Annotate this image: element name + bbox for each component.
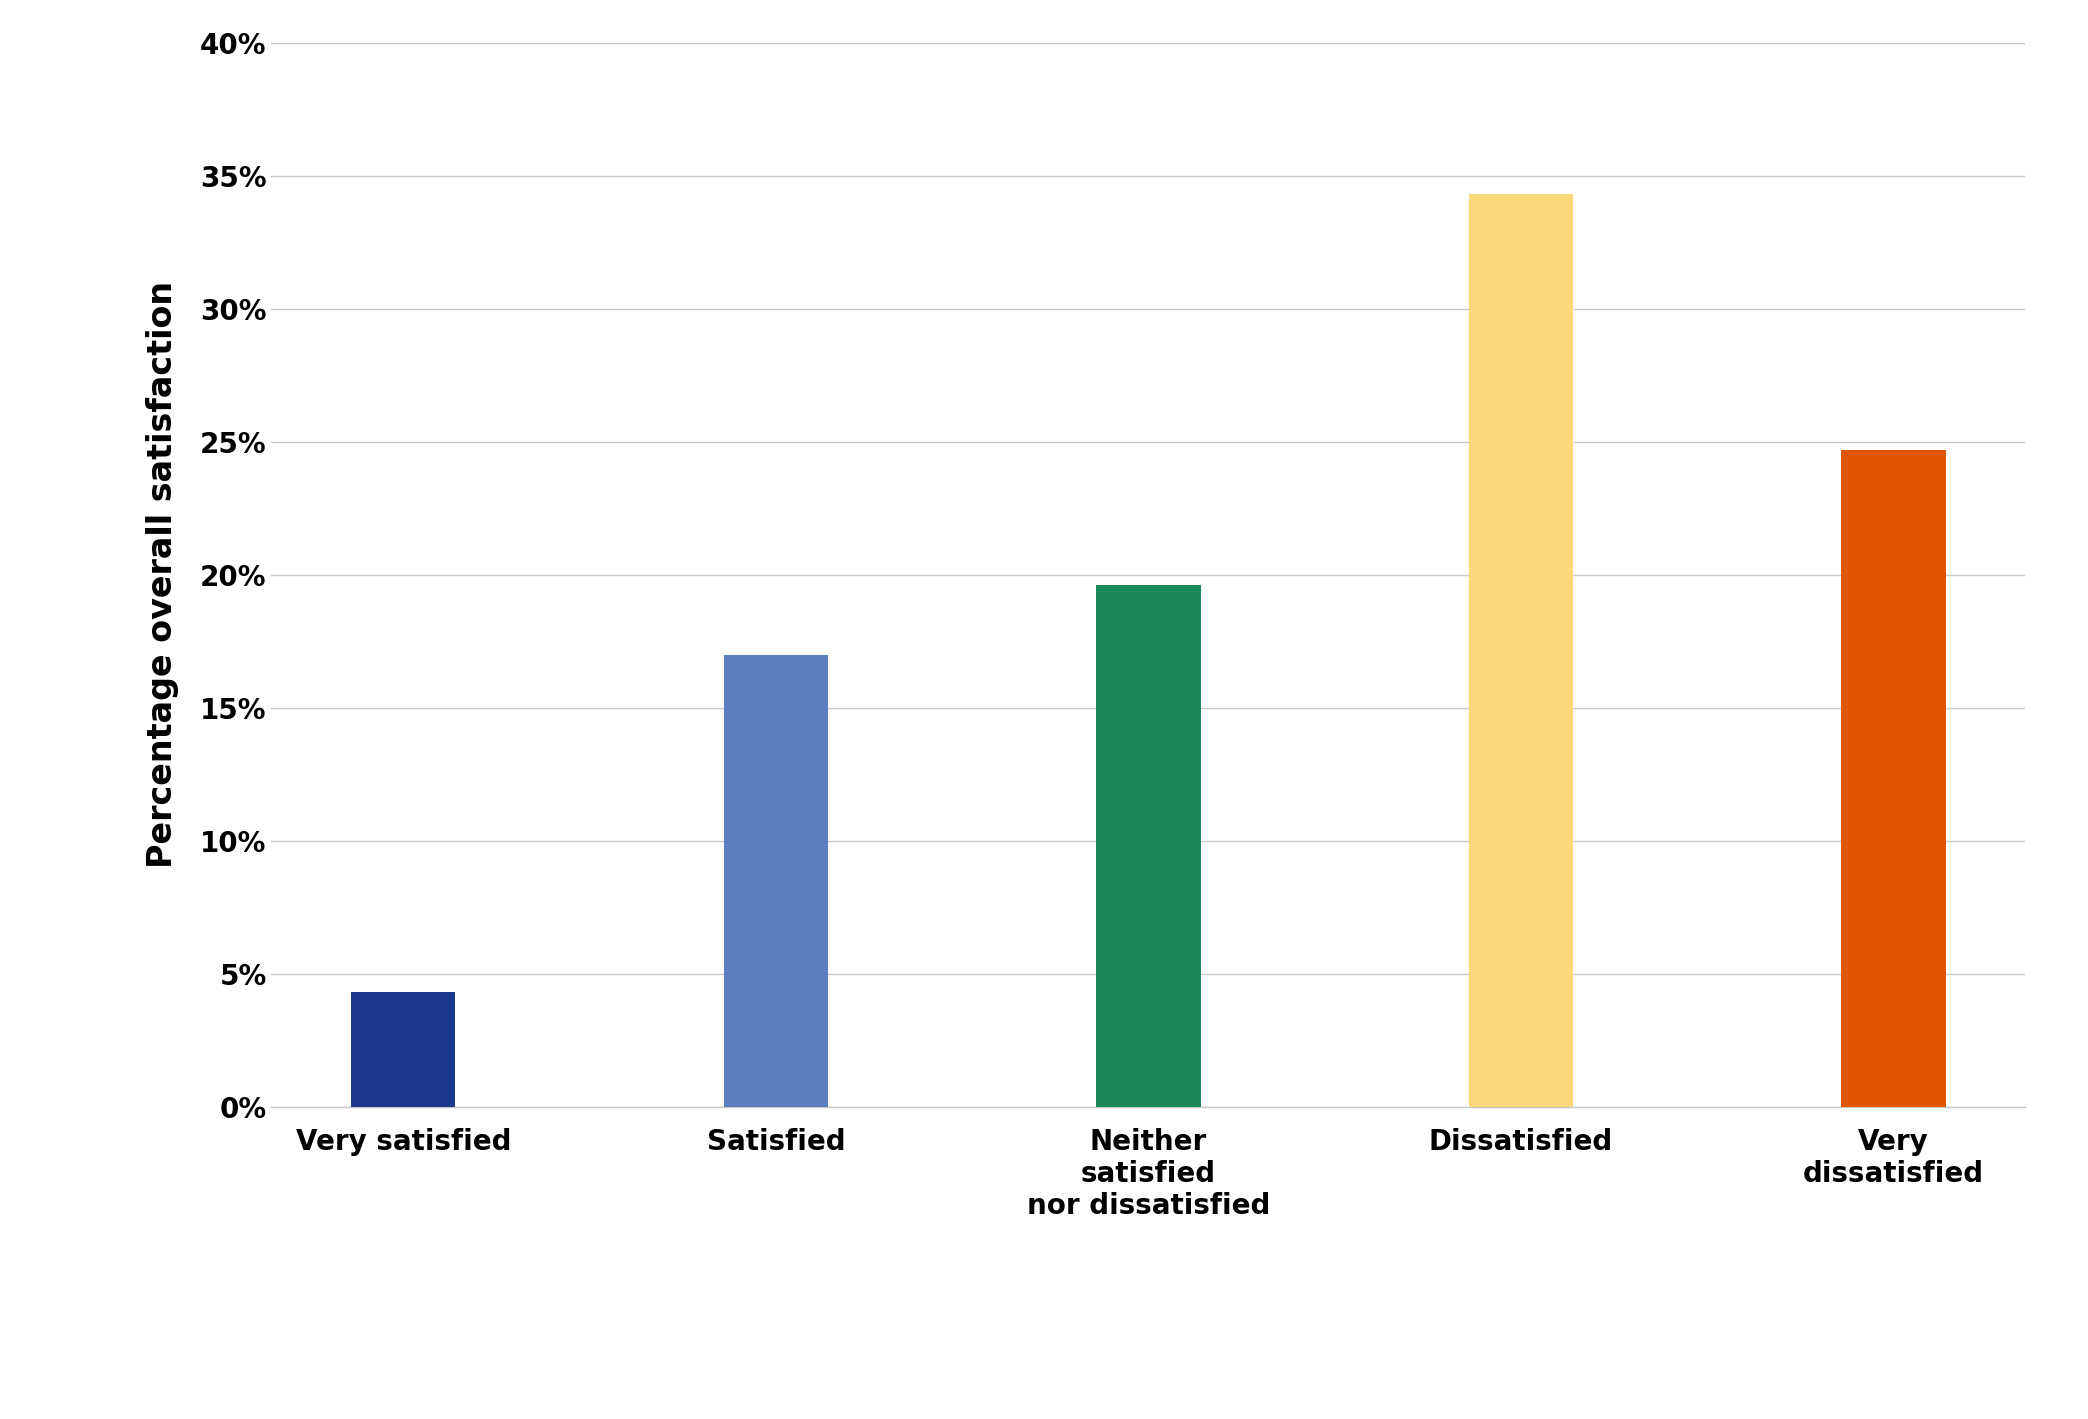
Bar: [351, 992, 455, 1107]
Bar: [725, 654, 829, 1107]
Bar: [1468, 194, 1572, 1107]
Y-axis label: Percentage overall satisfaction: Percentage overall satisfaction: [146, 281, 180, 868]
Bar: [1096, 585, 1201, 1107]
Bar: [1842, 450, 1946, 1107]
